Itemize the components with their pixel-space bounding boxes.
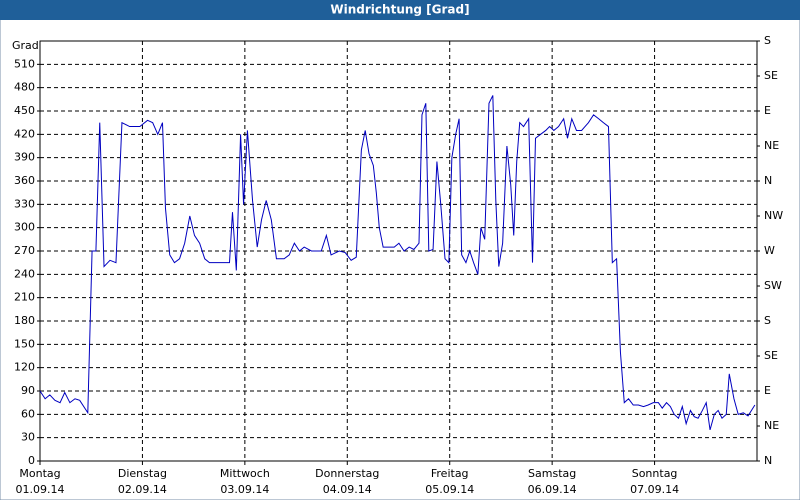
y-tick-label: 360 bbox=[14, 174, 35, 187]
y-tick-label: 90 bbox=[21, 384, 35, 397]
y2-tick-label: S bbox=[764, 314, 771, 327]
y-tick-label: 390 bbox=[14, 151, 35, 164]
y2-tick-label: NE bbox=[764, 419, 779, 432]
x-tick-label: Freitag bbox=[431, 467, 469, 480]
x-tick-date: 02.09.14 bbox=[118, 483, 167, 496]
x-tick-label: Mittwoch bbox=[220, 467, 270, 480]
y-tick-label: 0 bbox=[28, 454, 35, 467]
y-tick-label: 120 bbox=[14, 361, 35, 374]
y2-tick-label: N bbox=[764, 174, 772, 187]
y2-tick-label: SW bbox=[764, 279, 782, 292]
y-tick-label: 30 bbox=[21, 431, 35, 444]
y2-tick-label: W bbox=[764, 244, 775, 257]
y-tick-label: 450 bbox=[14, 104, 35, 117]
y2-tick-label: SE bbox=[764, 349, 778, 362]
y2-tick-label: E bbox=[764, 384, 771, 397]
y2-tick-label: SE bbox=[764, 69, 778, 82]
data-line bbox=[39, 95, 756, 431]
x-tick-date: 01.09.14 bbox=[16, 483, 65, 496]
x-tick-date: 05.09.14 bbox=[425, 483, 474, 496]
y2-tick-label: N bbox=[764, 454, 772, 467]
x-tick-date: 06.09.14 bbox=[528, 483, 577, 496]
x-tick-date: 07.09.14 bbox=[630, 483, 679, 496]
y-tick-label: 420 bbox=[14, 127, 35, 140]
x-tick-label: Sonntag bbox=[632, 467, 678, 480]
y-tick-label: 60 bbox=[21, 407, 35, 420]
y-tick-label: 210 bbox=[14, 291, 35, 304]
x-tick-label: Dienstag bbox=[118, 467, 167, 480]
title-bar bbox=[0, 0, 800, 20]
y-tick-label: 270 bbox=[14, 244, 35, 257]
x-tick-date: 04.09.14 bbox=[323, 483, 372, 496]
chart-title: Windrichtung [Grad] bbox=[330, 3, 469, 17]
y-tick-label: 300 bbox=[14, 221, 35, 234]
y-tick-label: 510 bbox=[14, 57, 35, 70]
x-tick-date: 03.09.14 bbox=[220, 483, 269, 496]
y2-tick-label: E bbox=[764, 104, 771, 117]
y-tick-label: 480 bbox=[14, 81, 35, 94]
x-tick-label: Samstag bbox=[528, 467, 576, 480]
y-axis-label: Grad bbox=[12, 39, 39, 52]
y-tick-label: 150 bbox=[14, 337, 35, 350]
y-tick-label: 330 bbox=[14, 197, 35, 210]
y-tick-label: 240 bbox=[14, 267, 35, 280]
x-tick-label: Donnerstag bbox=[315, 467, 379, 480]
y2-tick-label: S bbox=[764, 34, 771, 47]
y2-tick-label: NW bbox=[764, 209, 783, 222]
y-tick-label: 180 bbox=[14, 314, 35, 327]
x-tick-label: Montag bbox=[19, 467, 60, 480]
y2-tick-label: NE bbox=[764, 139, 779, 152]
